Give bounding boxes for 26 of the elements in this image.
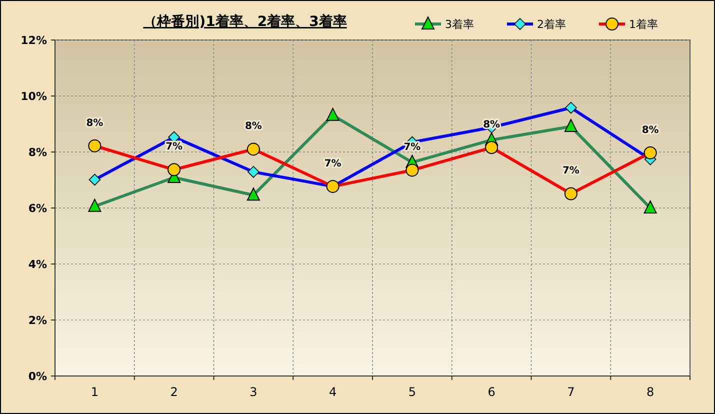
x-tick-label: 1 <box>90 385 99 399</box>
legend-label: 1着率 <box>629 18 658 31</box>
x-tick-label: 3 <box>250 385 258 399</box>
data-label: 7% <box>166 142 183 153</box>
data-label: 7% <box>324 158 342 170</box>
y-tick-label: 0% <box>28 370 47 383</box>
data-label: 8% <box>244 121 262 132</box>
data-label: 8% <box>86 118 104 129</box>
y-tick-label: 8% <box>28 146 47 159</box>
x-tick-label: 2 <box>170 385 178 399</box>
x-tick-label: 6 <box>488 385 496 399</box>
chart-title: （枠番別)1着率、2着率、3着率 <box>143 13 347 30</box>
x-tick-label: 7 <box>567 385 575 399</box>
data-label: 8% <box>483 120 500 131</box>
data-label: 7% <box>562 166 580 177</box>
y-tick-label: 10% <box>20 90 47 103</box>
legend-label: 2着率 <box>537 18 566 31</box>
x-tick-label: 4 <box>328 385 337 399</box>
x-tick-label: 8 <box>646 385 654 399</box>
data-label: 8% <box>642 124 659 136</box>
y-tick-label: 6% <box>28 202 47 215</box>
legend-label: 3着率 <box>445 18 474 31</box>
y-tick-label: 2% <box>28 314 47 327</box>
y-tick-label: 4% <box>28 258 47 271</box>
x-tick-label: 5 <box>408 385 416 399</box>
y-tick-label: 12% <box>20 34 47 47</box>
